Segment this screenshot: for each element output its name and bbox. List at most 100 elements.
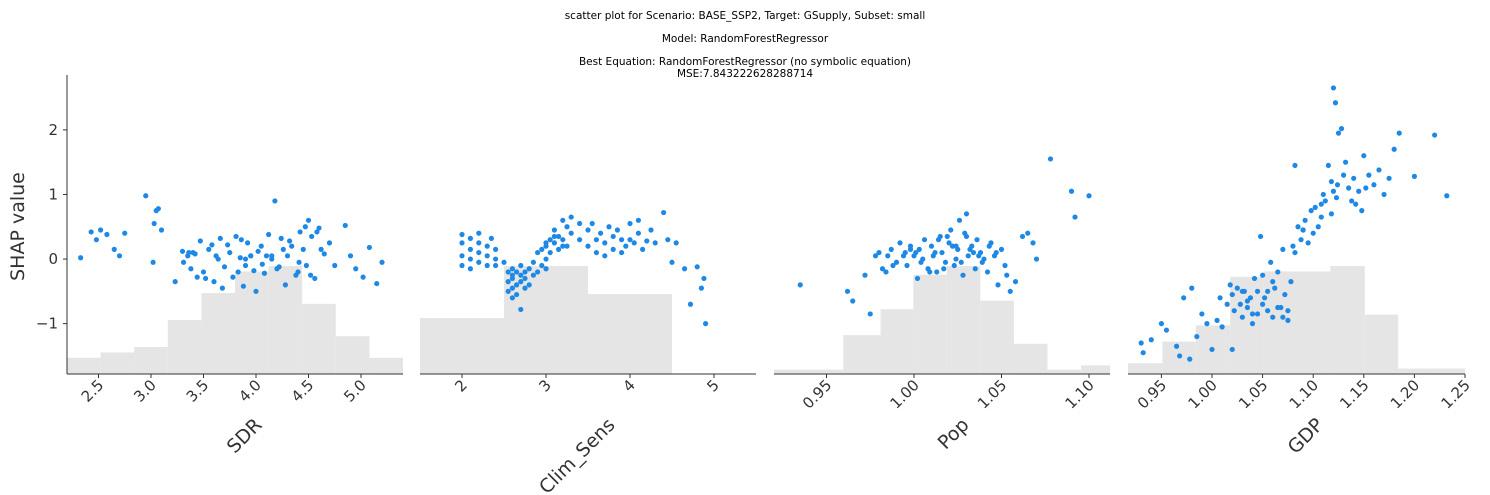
scatter-point-clim-sens: [526, 282, 532, 288]
scatter-point-clim-sens: [543, 256, 549, 262]
scatter-point-pop: [1007, 288, 1013, 294]
scatter-point-sdr: [258, 243, 264, 249]
figure-title-line-1: scatter plot for Scenario: BASE_SSP2, Ta…: [565, 10, 926, 22]
scatter-point-gdp: [1312, 204, 1318, 210]
panel-clim-sens: 2 3 4 5 Clim_Sens: [420, 209, 756, 495]
scatter-point-gdp: [1219, 324, 1225, 330]
scatter-point-clim-sens: [602, 253, 608, 259]
scatter-point-sdr: [296, 259, 302, 265]
scatter-point-gdp: [1318, 214, 1324, 220]
hist-bar-gdp: [1330, 266, 1365, 374]
hist-bar-gdp: [1128, 363, 1163, 374]
scatter-point-clim-sens: [484, 262, 490, 269]
scatter-point-gdp: [1194, 333, 1200, 340]
scatter-point-pop: [913, 249, 919, 256]
scatter-point-sdr: [172, 279, 178, 285]
scatter-point-clim-sens: [701, 275, 707, 282]
scatter-point-clim-sens: [703, 321, 709, 327]
scatter-point-sdr: [272, 198, 278, 204]
hist-bar-sdr: [369, 357, 403, 374]
scatter-point-sdr: [190, 249, 196, 256]
scatter-point-pop: [1072, 214, 1078, 220]
scatter-point-pop: [948, 227, 954, 233]
hist-bar-sdr: [302, 303, 336, 374]
scatter-point-clim-sens: [577, 220, 583, 227]
scatter-point-gdp: [1371, 182, 1377, 188]
scatter-point-sdr: [282, 282, 288, 288]
scatter-point-pop: [984, 269, 991, 275]
y-axis-label: SHAP value: [7, 172, 29, 281]
scatter-point-pop: [872, 253, 879, 259]
scatter-point-gdp: [1270, 279, 1276, 285]
scatter-point-pop: [962, 230, 968, 236]
scatter-point-pop: [979, 259, 985, 265]
scatter-point-gdp: [1285, 317, 1291, 323]
scatter-point-sdr: [211, 279, 217, 285]
scatter-point-gdp: [1300, 227, 1306, 233]
hist-bar-pop: [843, 335, 881, 374]
hist-bar-sdr: [235, 271, 269, 374]
hist-bar-sdr: [335, 336, 370, 374]
scatter-point-clim-sens: [577, 237, 583, 243]
scatter-point-clim-sens: [560, 243, 566, 249]
scatter-point-gdp: [1340, 172, 1347, 178]
scatter-point-clim-sens: [484, 243, 490, 249]
scatter-point-sdr: [221, 264, 228, 270]
scatter-point-gdp: [1227, 282, 1233, 288]
scatter-point-sdr: [255, 248, 261, 254]
x-tick-label-sdr: 4.5: [288, 376, 318, 406]
scatter-point-sdr: [197, 238, 203, 244]
scatter-point-sdr: [269, 256, 275, 262]
scatter-point-gdp: [1239, 314, 1245, 320]
scatter-point-sdr: [230, 274, 236, 280]
scatter-point-clim-sens: [459, 240, 465, 246]
scatter-point-gdp: [1396, 130, 1402, 136]
scatter-point-pop: [993, 249, 999, 256]
scatter-point-gdp: [1229, 346, 1235, 353]
scatter-point-sdr: [305, 217, 312, 223]
scatter-point-gdp: [1262, 295, 1268, 301]
x-tick-label-gdp: 0.95: [1134, 376, 1170, 412]
scatter-point-sdr: [379, 259, 385, 265]
scatter-point-sdr: [353, 266, 359, 272]
scatter-point-pop: [844, 288, 851, 294]
scatter-point-clim-sens: [509, 266, 515, 272]
scatter-point-sdr: [155, 206, 161, 212]
scatter-point-gdp: [1249, 321, 1256, 327]
x-tick-label-pop: 1.10: [1061, 376, 1097, 412]
scatter-point-pop: [1002, 262, 1008, 269]
scatter-point-gdp: [1173, 343, 1180, 349]
scatter-point-gdp: [1204, 321, 1210, 327]
scatter-point-gdp: [1381, 191, 1387, 198]
scatter-point-gdp: [1209, 346, 1215, 353]
hist-bar-pop: [980, 300, 1014, 374]
scatter-point-sdr: [276, 264, 282, 270]
scatter-point-gdp: [1239, 288, 1245, 294]
scatter-point-clim-sens: [619, 249, 625, 256]
scatter-point-gdp: [1333, 195, 1340, 201]
scatter-point-pop: [1019, 233, 1026, 240]
scatter-point-clim-sens: [476, 230, 482, 236]
scatter-point-clim-sens: [568, 214, 574, 220]
scatter-point-gdp: [1189, 285, 1195, 291]
scatter-point-pop: [946, 240, 952, 246]
scatter-point-gdp: [1260, 301, 1266, 307]
hist-bar-pop: [774, 369, 844, 374]
scatter-point-sdr: [259, 261, 265, 267]
y-tick-label: −1: [36, 315, 58, 333]
scatter-point-sdr: [289, 243, 295, 249]
scatter-point-gdp: [1254, 288, 1261, 294]
figure-title-line-4: MSE:7.843222628288714: [677, 68, 813, 80]
scatter-point-sdr: [314, 229, 320, 235]
scatter-point-sdr: [374, 280, 380, 287]
scatter-point-pop: [928, 243, 935, 249]
panel-sdr: 2.5 3.0 3.5 4.0 4.5 5.0 SDR −1 0 1 2 SHAP value: [7, 75, 403, 458]
scatter-point-gdp: [1295, 224, 1301, 230]
scatter-point-pop: [883, 269, 889, 275]
figure-title-line-3: Best Equation: RandomForestRegressor (no…: [579, 56, 911, 68]
x-tick-label-pop: 1.00: [886, 376, 922, 412]
x-tick-label-sdr: 4.0: [235, 376, 265, 406]
scatter-point-clim-sens: [530, 272, 537, 278]
scatter-point-gdp: [1257, 233, 1264, 240]
